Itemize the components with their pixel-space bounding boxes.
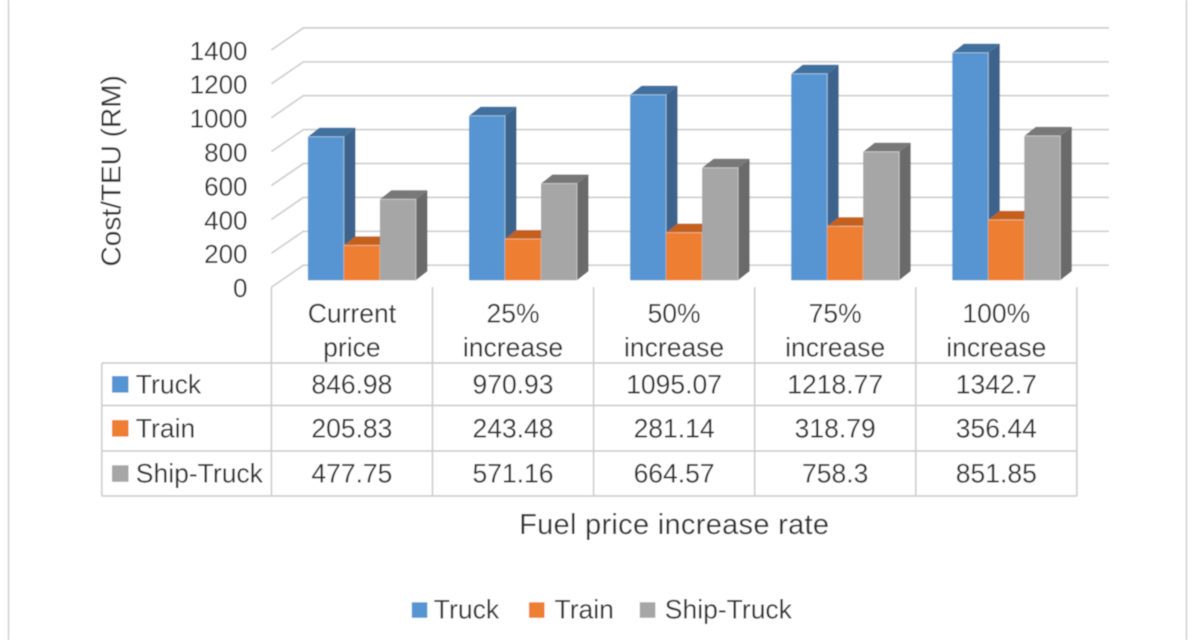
- svg-text:increase: increase: [785, 333, 885, 363]
- svg-text:243.48: 243.48: [472, 414, 553, 444]
- svg-text:Train: Train: [555, 594, 614, 624]
- svg-text:0: 0: [233, 273, 247, 303]
- svg-text:970.93: 970.93: [472, 370, 553, 400]
- svg-text:Current: Current: [308, 299, 397, 329]
- svg-text:increase: increase: [946, 333, 1046, 363]
- svg-text:Cost/TEU (RM): Cost/TEU (RM): [96, 75, 127, 266]
- svg-text:100%: 100%: [962, 299, 1030, 329]
- svg-text:356.44: 356.44: [956, 414, 1037, 444]
- svg-text:281.14: 281.14: [634, 414, 715, 444]
- svg-text:200: 200: [204, 239, 247, 269]
- svg-text:50%: 50%: [648, 299, 701, 329]
- svg-text:205.83: 205.83: [311, 414, 392, 444]
- svg-text:Truck: Truck: [136, 370, 202, 400]
- svg-text:1400: 1400: [190, 36, 248, 66]
- svg-text:846.98: 846.98: [311, 370, 392, 400]
- svg-text:price: price: [323, 333, 380, 363]
- svg-text:664.57: 664.57: [634, 459, 715, 489]
- svg-text:318.79: 318.79: [795, 414, 876, 444]
- svg-text:1218.77: 1218.77: [787, 370, 883, 400]
- svg-text:75%: 75%: [809, 299, 862, 329]
- svg-text:800: 800: [204, 138, 247, 168]
- svg-text:Truck: Truck: [434, 594, 500, 624]
- svg-text:increase: increase: [624, 333, 724, 363]
- svg-text:477.75: 477.75: [311, 459, 392, 489]
- svg-text:increase: increase: [463, 333, 563, 363]
- svg-text:1000: 1000: [190, 104, 248, 134]
- svg-text:600: 600: [204, 171, 247, 201]
- svg-text:400: 400: [204, 205, 247, 235]
- svg-text:Fuel price increase rate: Fuel price increase rate: [519, 509, 829, 541]
- svg-text:Train: Train: [136, 414, 195, 444]
- svg-text:Ship-Truck: Ship-Truck: [665, 594, 793, 624]
- svg-text:1095.07: 1095.07: [626, 370, 722, 400]
- svg-text:1342.7: 1342.7: [956, 370, 1037, 400]
- svg-text:758.3: 758.3: [802, 459, 868, 489]
- svg-text:1200: 1200: [190, 70, 248, 100]
- svg-text:25%: 25%: [486, 299, 539, 329]
- svg-text:571.16: 571.16: [472, 459, 553, 489]
- svg-text:Ship-Truck: Ship-Truck: [136, 459, 264, 489]
- svg-text:851.85: 851.85: [956, 459, 1037, 489]
